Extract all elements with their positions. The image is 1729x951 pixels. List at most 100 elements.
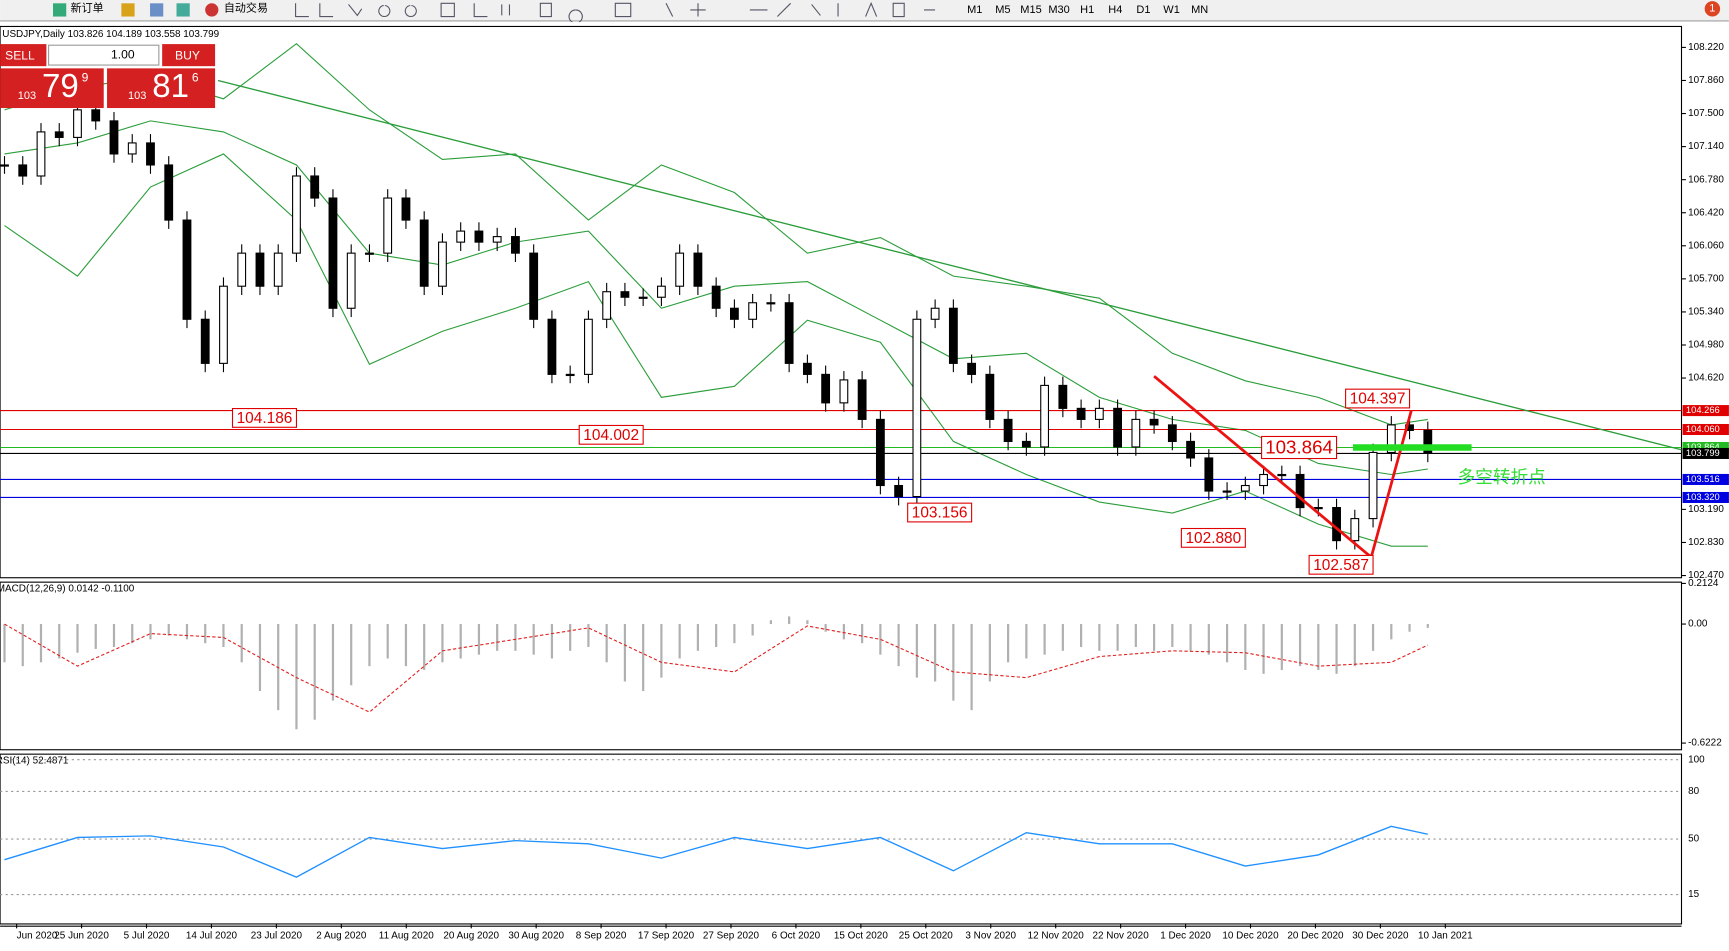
- y-tick-label: 106.780: [1688, 174, 1724, 185]
- price-line-label: 103.864: [1686, 442, 1720, 452]
- buy-price-big: 103: [128, 90, 146, 102]
- x-tick-label: 5 Jul 2020: [124, 931, 170, 942]
- new-order-icon[interactable]: [53, 3, 67, 17]
- alert-badge[interactable]: [1704, 1, 1721, 17]
- candle: [328, 197, 338, 309]
- candle: [894, 484, 904, 498]
- timeframe-button[interactable]: W1: [1163, 4, 1180, 16]
- tool-icon-strokes[interactable]: [295, 1, 936, 24]
- candle: [602, 291, 612, 320]
- candle: [784, 302, 794, 364]
- pivot-label: 多空转折点: [1458, 467, 1546, 487]
- buy-price-pip: 6: [192, 70, 199, 84]
- x-tick-label: 20 Dec 2020: [1287, 931, 1344, 942]
- x-tick-label: 12 Nov 2020: [1028, 931, 1085, 942]
- candle: [1094, 407, 1104, 420]
- sell-price-pip: 9: [82, 70, 89, 84]
- chart-title: USDJPY,Daily 103.826 104.189 103.558 103…: [2, 29, 219, 40]
- price-line-label: 103.799: [1686, 448, 1720, 458]
- candle: [1040, 384, 1050, 448]
- auto-trading-button[interactable]: 自动交易: [224, 1, 268, 15]
- annotation-box: [1261, 435, 1338, 460]
- candle: [839, 379, 849, 404]
- annotation-label: 103.864: [1265, 437, 1333, 458]
- timeframe-button[interactable]: M5: [995, 4, 1010, 16]
- rsi-line: [4, 825, 1428, 878]
- y-tick-label: 107.140: [1688, 141, 1724, 152]
- candle: [638, 296, 648, 299]
- timeframe-button[interactable]: D1: [1136, 4, 1150, 16]
- candle: [1313, 507, 1323, 510]
- timeframe-button[interactable]: M30: [1048, 4, 1069, 16]
- toolbar-icon[interactable]: [121, 3, 135, 17]
- bollinger-band: [4, 153, 1428, 547]
- candle: [529, 252, 539, 320]
- annotation-box: [907, 502, 973, 523]
- price-label-box: [1682, 491, 1729, 503]
- candle: [748, 302, 758, 320]
- candle: [1076, 407, 1086, 420]
- y-tick-label: 50: [1688, 834, 1700, 845]
- x-tick-label: Jun 2020: [17, 931, 58, 942]
- candle: [273, 252, 283, 287]
- timeframe-button[interactable]: H4: [1108, 4, 1122, 16]
- buy-button[interactable]: [162, 44, 216, 67]
- annotation-box: [1308, 554, 1374, 575]
- x-tick-label: 22 Nov 2020: [1093, 931, 1150, 942]
- sell-price-box[interactable]: [0, 68, 104, 109]
- candle: [73, 109, 82, 138]
- x-tick-label: 27 Sep 2020: [703, 931, 760, 942]
- buy-price-main: 81: [152, 68, 189, 105]
- bollinger-band: [4, 120, 1428, 476]
- price-line-label: 104.060: [1686, 424, 1720, 434]
- toolbar-icon[interactable]: [176, 3, 190, 17]
- timeframe-button[interactable]: M15: [1020, 4, 1041, 16]
- candle: [766, 302, 776, 305]
- buy-price-box[interactable]: [107, 68, 216, 109]
- auto-trading-icon[interactable]: [205, 3, 219, 17]
- candle: [310, 175, 320, 199]
- timeframe-button[interactable]: M1: [967, 4, 982, 16]
- bollinger-band: [4, 43, 1428, 426]
- pane-frame: [0, 581, 1683, 751]
- annotation-box: [231, 408, 298, 428]
- candle: [948, 307, 958, 364]
- price-label-box: [1682, 423, 1729, 436]
- candle: [584, 318, 593, 375]
- candle: [675, 252, 685, 287]
- new-order-button[interactable]: 新订单: [71, 1, 104, 15]
- candle: [54, 131, 64, 138]
- candle: [1058, 384, 1068, 409]
- candle: [1295, 473, 1305, 509]
- candle: [1240, 484, 1250, 492]
- candle: [821, 373, 831, 404]
- sell-label: SELL: [5, 48, 35, 62]
- buy-label: BUY: [175, 48, 200, 62]
- x-tick-label: 15 Oct 2020: [834, 931, 888, 942]
- y-tick-label: -0.6222: [1688, 738, 1722, 749]
- x-tick-label: 14 Jul 2020: [186, 931, 238, 942]
- tool-icons: [295, 1, 936, 24]
- candle: [930, 307, 940, 320]
- candle: [292, 175, 301, 254]
- pane-frame: [0, 25, 1683, 579]
- candle: [620, 291, 630, 298]
- timeframe-button[interactable]: MN: [1191, 4, 1208, 16]
- x-tick-label: 6 Oct 2020: [772, 931, 821, 942]
- sell-button[interactable]: [0, 44, 47, 67]
- y-tick-label: 102.470: [1688, 570, 1724, 581]
- timeframe-button[interactable]: H1: [1080, 4, 1094, 16]
- annotation-label: 102.880: [1185, 530, 1241, 547]
- candle: [1021, 440, 1031, 448]
- trade-panel: SELL 1.00 BUY 103 79 9 103 81 6: [0, 44, 216, 109]
- y-tick-label: 100: [1688, 754, 1705, 765]
- price-label-box: [1682, 405, 1729, 417]
- candle: [36, 131, 46, 177]
- lots-input[interactable]: [48, 44, 160, 66]
- macd-title: MACD(12,26,9) 0.0142 -0.1100: [0, 583, 135, 594]
- candle: [802, 362, 812, 375]
- toolbar-icon[interactable]: [150, 3, 164, 17]
- candle: [1149, 418, 1159, 426]
- annotation-label: 104.186: [237, 410, 293, 427]
